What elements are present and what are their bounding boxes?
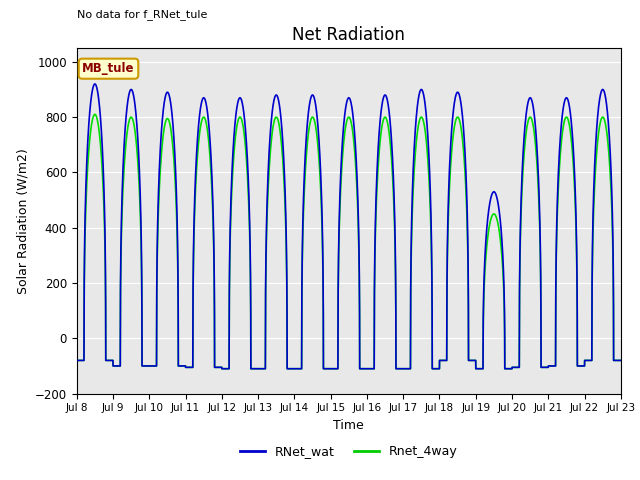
Text: No data for f_RNet_tule: No data for f_RNet_tule <box>77 10 207 20</box>
Y-axis label: Solar Radiation (W/m2): Solar Radiation (W/m2) <box>17 148 29 294</box>
Text: MB_tule: MB_tule <box>82 62 135 75</box>
X-axis label: Time: Time <box>333 419 364 432</box>
Title: Net Radiation: Net Radiation <box>292 25 405 44</box>
Legend: RNet_wat, Rnet_4way: RNet_wat, Rnet_4way <box>235 440 463 463</box>
